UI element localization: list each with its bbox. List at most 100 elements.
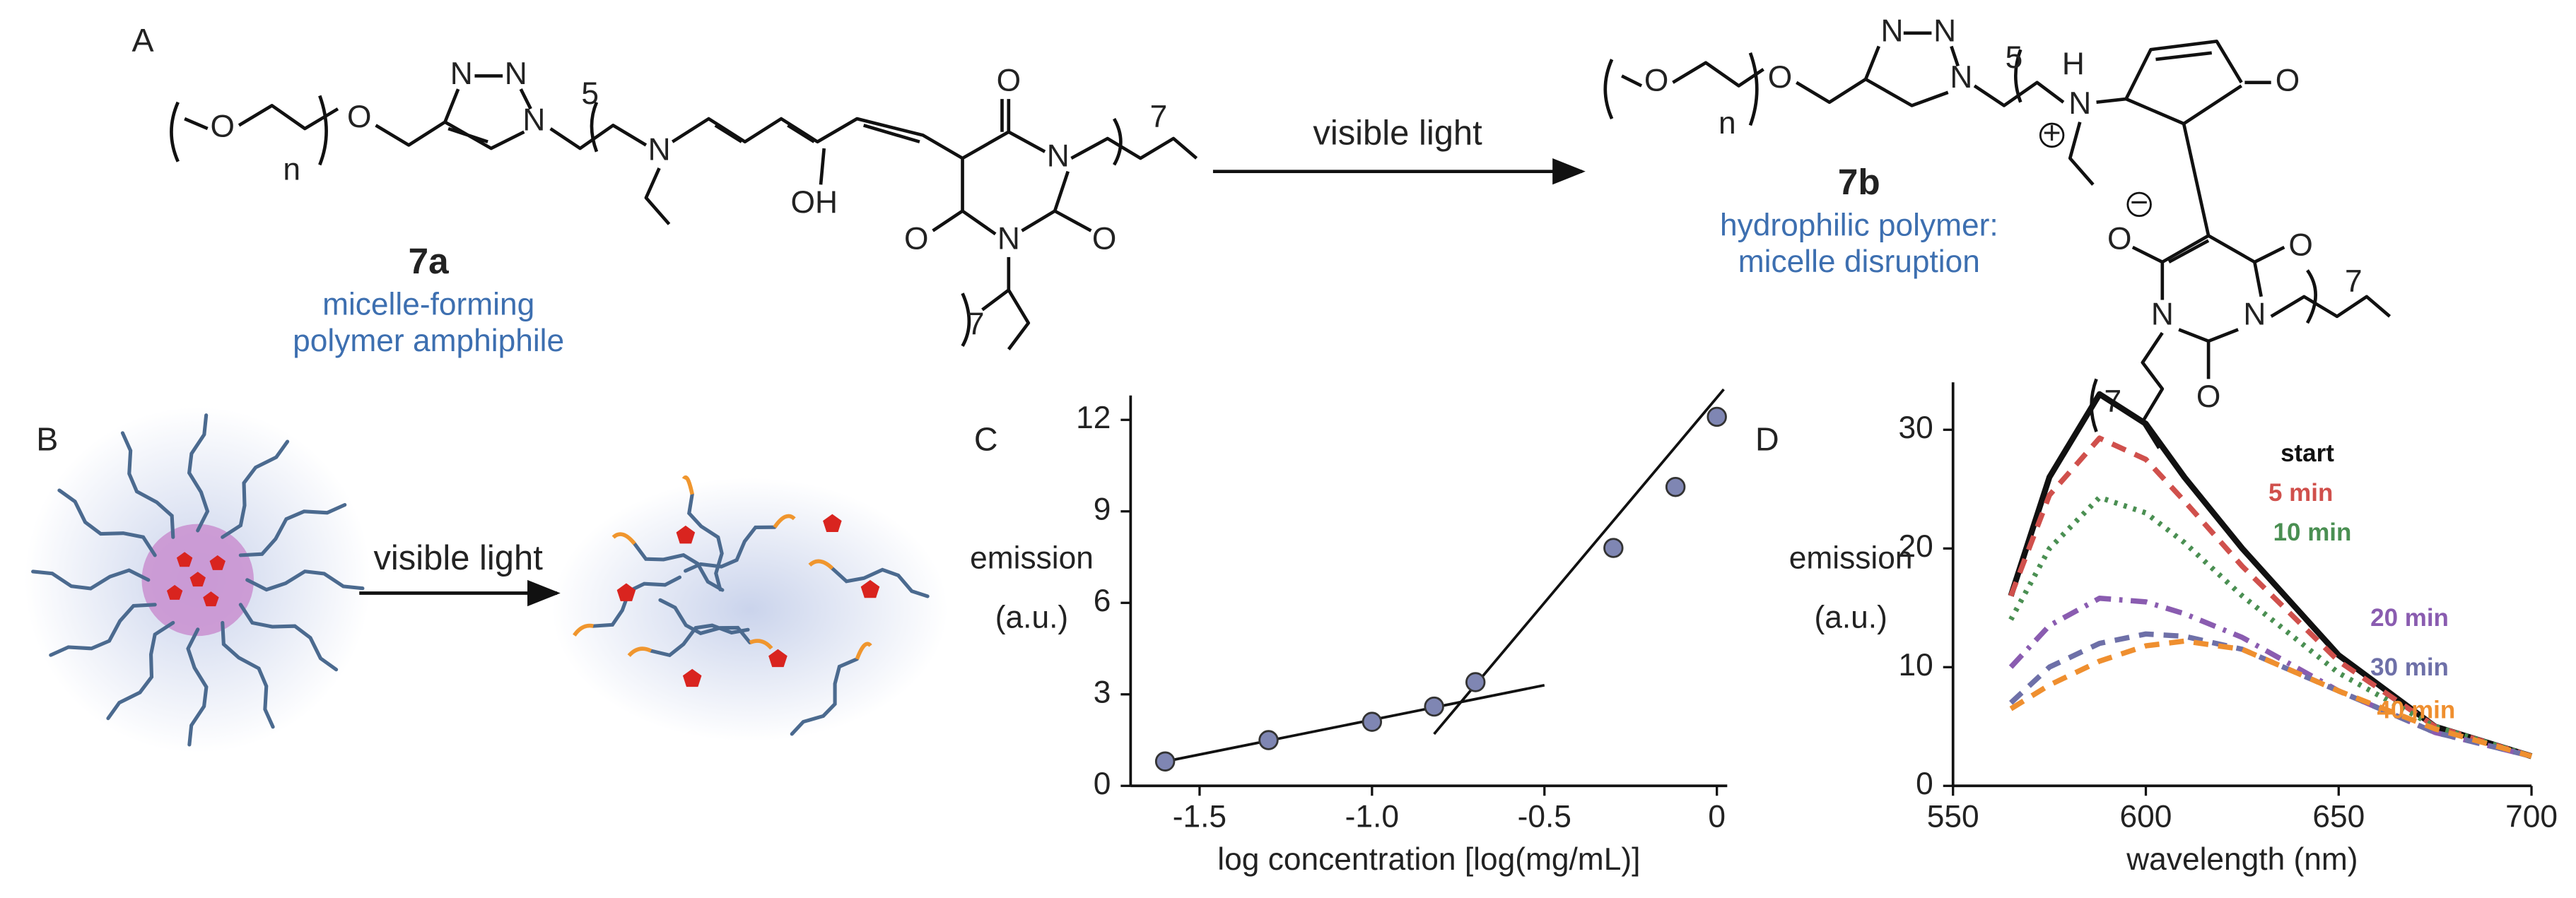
x-tick-label: 550: [1927, 800, 1979, 834]
data-point: [1258, 730, 1279, 750]
atom-label: N: [2151, 297, 2174, 332]
polymer-tail: [773, 514, 796, 528]
atom-label: O: [1644, 63, 1668, 98]
polymer-chain: [790, 657, 859, 736]
payload: [166, 584, 183, 600]
legend-label: 30 min: [2370, 654, 2449, 681]
atom-label: N: [648, 132, 671, 167]
y-axis-label: emission: [1789, 541, 1913, 576]
y-axis-label: (a.u.): [995, 601, 1068, 635]
payload: [203, 591, 219, 607]
x-tick-label: -1.5: [1173, 800, 1226, 834]
y-axis-label: emission: [970, 541, 1094, 576]
chains-glow: [552, 478, 948, 742]
polymer-chain: [49, 603, 157, 657]
atom-label: O: [2276, 63, 2300, 98]
legend-label: 10 min: [2273, 519, 2352, 546]
atom-label: O: [904, 221, 928, 256]
atom-label: O: [347, 100, 371, 134]
payload: [768, 649, 788, 668]
atom-label: 5: [581, 76, 599, 111]
x-tick-label: 600: [2120, 800, 2172, 834]
spectrum-line: [2009, 638, 2533, 759]
panel-label: B: [36, 420, 58, 457]
arrow-label: visible light: [373, 539, 543, 577]
atom-label: O: [2107, 221, 2131, 256]
legend-label: 40 min: [2377, 697, 2455, 724]
atom-label: N: [1880, 14, 1903, 49]
atom-label: +: [2043, 116, 2061, 150]
atom-label: −: [2130, 185, 2148, 220]
spectrum-line: [2008, 391, 2533, 760]
payload: [209, 555, 226, 570]
atom-label: O: [1092, 221, 1116, 256]
y-tick-label: 30: [1898, 410, 1933, 445]
atom-label: O: [2196, 379, 2220, 414]
polymer-chain: [187, 413, 210, 533]
atom-label: 5: [2006, 40, 2023, 75]
polymer-chain: [238, 603, 339, 672]
y-tick-label: 0: [1916, 767, 1933, 801]
legend-label: start: [2281, 439, 2334, 467]
panel-label: A: [132, 22, 154, 59]
polymer-chain: [245, 569, 365, 592]
payload: [823, 514, 842, 533]
compound-description: hydrophilic polymer:: [1720, 208, 1998, 243]
legend-label: 5 min: [2268, 479, 2333, 507]
x-axis-label: wavelength (nm): [2126, 842, 2358, 877]
structure-7b: [1603, 31, 2391, 449]
atom-label: 7: [967, 307, 985, 342]
atom-label: 7: [2345, 264, 2363, 299]
atom-label: N: [1047, 139, 1070, 174]
atom-label: N: [1933, 14, 1956, 49]
atom-label: O: [997, 63, 1021, 98]
data-point: [1362, 711, 1383, 732]
atom-label: N: [2243, 297, 2266, 332]
panel-label: C: [974, 420, 998, 457]
polymer-tail: [611, 532, 636, 545]
x-axis-label: log concentration [log(mg/mL)]: [1217, 842, 1640, 877]
polymer-chain: [221, 620, 275, 729]
charge-ring: [2126, 191, 2152, 218]
polymer-tail: [573, 623, 594, 637]
payload: [676, 525, 696, 544]
polymer-tail: [855, 642, 872, 660]
micelle-scheme: [24, 407, 948, 753]
fit-line: [1164, 683, 1545, 763]
data-point: [1465, 672, 1486, 692]
atom-label: O: [1768, 60, 1792, 95]
compound-id: 7b: [1838, 162, 1880, 202]
compound-description: micelle-forming: [322, 288, 534, 322]
polymer-tail: [808, 559, 834, 570]
polymer-tail: [749, 639, 773, 650]
polymer-chain: [120, 431, 175, 539]
atom-label: n: [283, 152, 300, 187]
polymer-chain: [238, 502, 347, 557]
payload: [860, 579, 880, 598]
x-tick-label: -1.0: [1345, 800, 1399, 834]
y-tick-label: 20: [1898, 529, 1933, 564]
atom-label: H: [2062, 47, 2085, 81]
polymer-chain: [221, 439, 290, 539]
polymer-chain: [830, 566, 930, 598]
arrow-label: visible light: [1313, 114, 1482, 152]
data-point: [1665, 477, 1686, 497]
x-tick-label: 0: [1708, 800, 1726, 834]
atom-label: N: [505, 57, 527, 91]
atom-label: N: [450, 57, 473, 91]
spectrum-line: [2008, 435, 2533, 759]
polymer-chain: [649, 623, 750, 658]
atom-label: O: [211, 110, 235, 144]
atom-label: N: [997, 221, 1020, 256]
polymer-chain: [687, 492, 724, 591]
polymer-tail: [681, 475, 694, 495]
polymer-chain: [684, 525, 777, 573]
y-tick-label: 3: [1094, 675, 1111, 709]
polymer-chain: [633, 541, 725, 592]
polymer-chain: [658, 598, 752, 645]
charge-ring: [2039, 122, 2065, 148]
compound-description: micelle disruption: [1738, 244, 1980, 279]
payload: [616, 583, 636, 601]
